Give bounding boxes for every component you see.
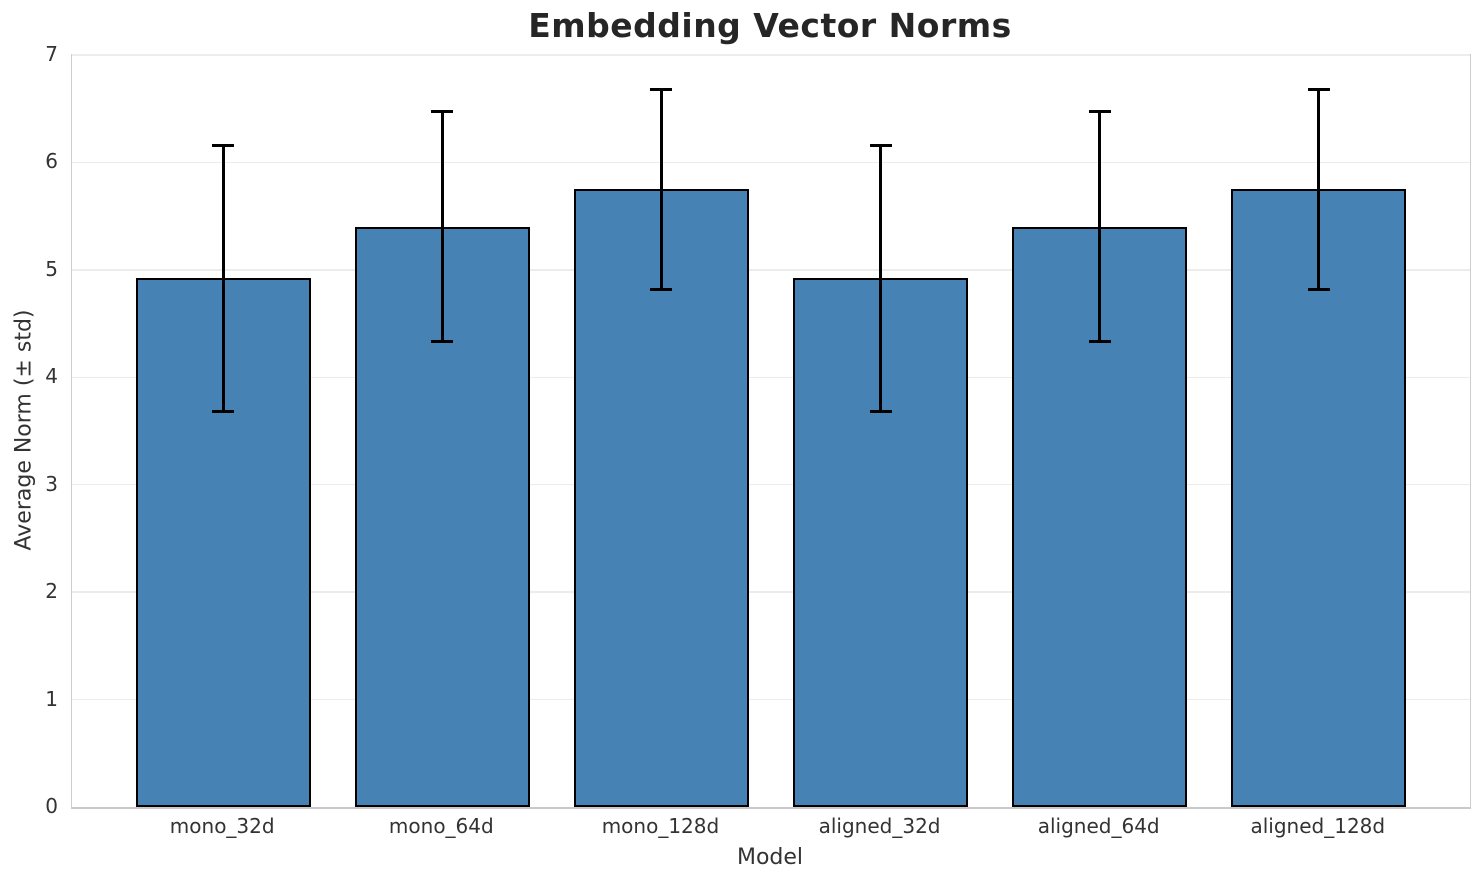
y-tick-label: 6 — [45, 149, 58, 174]
y-tick-label: 1 — [45, 686, 58, 711]
error-bar — [879, 145, 883, 412]
error-bar — [221, 145, 225, 412]
error-bar — [1317, 89, 1321, 290]
x-tick-label: aligned_64d — [1037, 814, 1160, 838]
gridline — [72, 483, 1470, 486]
y-tick-label: 7 — [45, 42, 58, 66]
chart-title: Embedding Vector Norms — [528, 6, 1012, 45]
error-bar — [659, 89, 663, 290]
bar — [1231, 189, 1407, 807]
plot-area — [71, 54, 1471, 809]
y-tick-label: 4 — [45, 364, 58, 389]
error-bar-cap — [431, 110, 454, 114]
x-tick-label: mono_64d — [388, 814, 494, 838]
error-bar-cap — [212, 410, 235, 414]
bar — [573, 189, 750, 807]
error-bar-cap — [1088, 110, 1111, 114]
gridline — [72, 591, 1470, 593]
y-tick-label: 3 — [45, 471, 58, 496]
error-bar-cap — [1307, 87, 1330, 91]
y-axis-label: Average Norm (± std) — [11, 309, 37, 551]
error-bar-cap — [212, 143, 235, 147]
x-axis-label: Model — [736, 845, 804, 870]
x-tick-label: aligned_32d — [818, 814, 941, 838]
error-bar — [1098, 111, 1102, 342]
gridline — [72, 161, 1470, 164]
y-tick-label: 5 — [45, 256, 58, 281]
x-tick-label: mono_32d — [169, 814, 275, 838]
y-tick-label: 0 — [45, 794, 58, 818]
error-bar-cap — [650, 287, 673, 291]
y-tick-label: 2 — [45, 579, 58, 604]
gridline — [72, 269, 1470, 271]
gridline — [72, 54, 1470, 56]
error-bar-cap — [431, 340, 454, 344]
gridline — [72, 698, 1470, 701]
error-bar — [440, 111, 444, 342]
bar — [135, 278, 311, 807]
error-bar-cap — [650, 87, 673, 91]
error-bar-cap — [1088, 340, 1111, 344]
gridline — [72, 376, 1470, 379]
error-bar-cap — [869, 143, 892, 147]
x-tick-label: aligned_128d — [1250, 814, 1386, 838]
error-bar-cap — [869, 410, 892, 414]
x-tick-label: mono_128d — [601, 814, 720, 838]
error-bar-cap — [1307, 287, 1330, 291]
